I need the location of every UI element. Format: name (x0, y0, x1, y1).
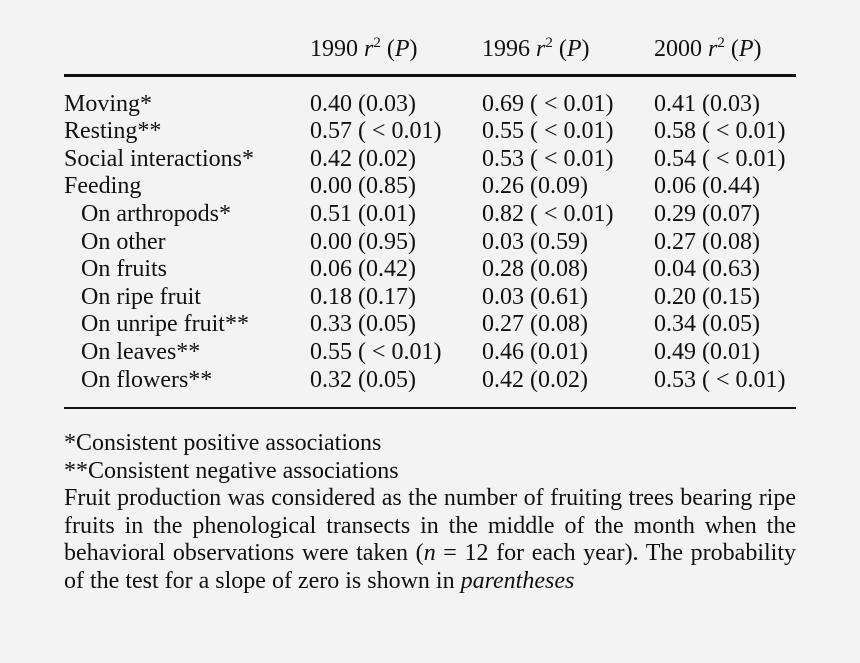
row-label: On leaves** (81, 338, 201, 365)
cell-2000: 0.53 ( < 0.01) (654, 366, 786, 393)
cell-2000: 0.20 (0.15) (654, 283, 760, 310)
row-label: On unripe fruit** (81, 311, 249, 338)
row-label: On arthropods* (81, 200, 231, 227)
footnote-negative: **Consistent negative associations (64, 457, 399, 484)
row-label: On flowers** (81, 366, 213, 393)
table-row: On ripe fruit 0.18 (0.17) 0.03 (0.61) 0.… (64, 284, 796, 312)
cell-2000: 0.04 (0.63) (654, 256, 760, 283)
cell-1990: 0.00 (0.85) (310, 173, 416, 200)
cell-1996: 0.42 (0.02) (482, 366, 588, 393)
cell-2000: 0.29 (0.07) (654, 200, 760, 227)
table-row: On unripe fruit** 0.33 (0.05) 0.27 (0.08… (64, 311, 796, 339)
table-row: Moving* 0.40 (0.03) 0.69 ( < 0.01) 0.41 … (64, 75, 796, 118)
table-row: On arthropods* 0.51 (0.01) 0.82 ( < 0.01… (64, 201, 796, 229)
table-row: Social interactions* 0.42 (0.02) 0.53 ( … (64, 146, 796, 174)
row-label: On other (81, 228, 166, 255)
row-label: Resting** (64, 118, 162, 145)
cell-1996: 0.55 ( < 0.01) (482, 118, 614, 145)
table-row: On fruits 0.06 (0.42) 0.28 (0.08) 0.04 (… (64, 256, 796, 284)
header-label-cell (64, 30, 310, 75)
cell-2000: 0.49 (0.01) (654, 338, 760, 365)
cell-1996: 0.69 ( < 0.01) (482, 90, 614, 117)
table-row: Feeding 0.00 (0.85) 0.26 (0.09) 0.06 (0.… (64, 173, 796, 201)
header-2000: 2000 r2 (P) (654, 35, 762, 63)
cell-2000: 0.27 (0.08) (654, 228, 760, 255)
cell-1990: 0.00 (0.95) (310, 228, 416, 255)
cell-1990: 0.51 (0.01) (310, 200, 416, 227)
header-1996: 1996 r2 (P) (482, 35, 590, 63)
cell-1990: 0.42 (0.02) (310, 145, 416, 172)
cell-1990: 0.32 (0.05) (310, 366, 416, 393)
cell-1996: 0.26 (0.09) (482, 173, 588, 200)
footnote-positive: *Consistent positive associations (64, 430, 382, 456)
table-row: On other 0.00 (0.95) 0.03 (0.59) 0.27 (0… (64, 229, 796, 257)
row-label: Social interactions* (64, 145, 254, 172)
cell-1990: 0.33 (0.05) (310, 311, 416, 338)
cell-2000: 0.41 (0.03) (654, 90, 760, 117)
table-row: On leaves** 0.55 ( < 0.01) 0.46 (0.01) 0… (64, 339, 796, 367)
header-1990: 1990 r2 (P) (310, 35, 418, 63)
footnote-description: Fruit production was considered as the n… (64, 485, 796, 594)
row-label: On fruits (81, 256, 167, 283)
row-label: Feeding (64, 173, 142, 200)
cell-1996: 0.82 ( < 0.01) (482, 200, 614, 227)
cell-1996: 0.03 (0.61) (482, 283, 588, 310)
regression-table: 1990 r2 (P) 1996 r2 (P) 2000 r2 (P) Movi… (64, 30, 796, 409)
table-header-row: 1990 r2 (P) 1996 r2 (P) 2000 r2 (P) (64, 30, 796, 76)
cell-1996: 0.46 (0.01) (482, 338, 588, 365)
row-label: Moving* (64, 90, 153, 117)
table-footnotes: *Consistent positive associations **Cons… (64, 430, 796, 596)
cell-1996: 0.53 ( < 0.01) (482, 145, 614, 172)
table-row: Resting** 0.57 ( < 0.01) 0.55 ( < 0.01) … (64, 118, 796, 146)
table-row: On flowers** 0.32 (0.05) 0.42 (0.02) 0.5… (64, 367, 796, 409)
cell-1996: 0.28 (0.08) (482, 256, 588, 283)
cell-1990: 0.40 (0.03) (310, 90, 416, 117)
cell-1996: 0.03 (0.59) (482, 228, 588, 255)
cell-1990: 0.55 ( < 0.01) (310, 338, 442, 365)
cell-2000: 0.58 ( < 0.01) (654, 118, 786, 145)
cell-1990: 0.06 (0.42) (310, 256, 416, 283)
cell-1990: 0.18 (0.17) (310, 283, 416, 310)
cell-1990: 0.57 ( < 0.01) (310, 118, 442, 145)
cell-2000: 0.06 (0.44) (654, 173, 760, 200)
row-label: On ripe fruit (81, 283, 201, 310)
cell-2000: 0.54 ( < 0.01) (654, 145, 786, 172)
cell-1996: 0.27 (0.08) (482, 311, 588, 338)
cell-2000: 0.34 (0.05) (654, 311, 760, 338)
